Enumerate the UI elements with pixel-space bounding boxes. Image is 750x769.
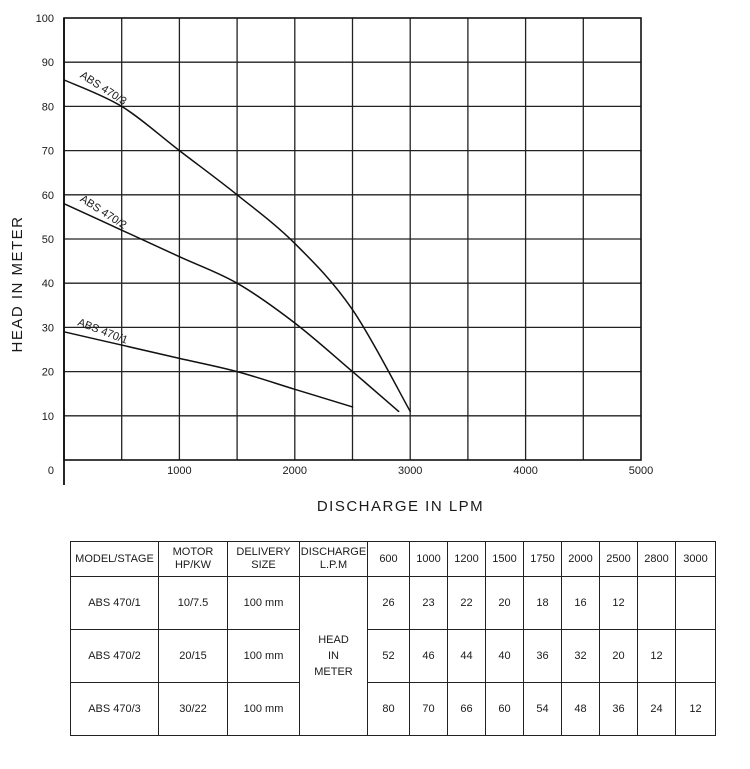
table-row: ABS 470/3 30/22 100 mm 80 70 66 60 54 48… (70, 682, 716, 736)
header-model: MODEL/STAGE (70, 541, 159, 577)
series-line (63, 202, 400, 412)
head-in-meter-label: HEAD IN METER (299, 576, 368, 736)
table-header-row: MODEL/STAGE MOTOR HP/KW DELIVERY SIZE DI… (70, 541, 716, 577)
x-tick-label: 2000 (283, 465, 307, 477)
table-row: ABS 470/2 20/15 100 mm 52 46 44 40 36 32… (70, 629, 716, 683)
cell-head: 26 (367, 576, 410, 630)
data-point (294, 242, 296, 245)
cell-head: 12 (599, 576, 638, 630)
header-lpm-2800: 2800 (637, 541, 676, 577)
cell-head: 44 (447, 629, 486, 683)
y-tick-label: 100 (36, 13, 54, 25)
cell-head: 70 (409, 682, 448, 736)
cell-head: 60 (485, 682, 524, 736)
performance-chart: 0 10 20 30 40 50 60 70 80 90 100 1000 2000 3000 4000 50… (9, 13, 653, 515)
y-tick-label: 0 (48, 465, 54, 477)
data-point (178, 357, 181, 360)
table-row: ABS 470/1 10/7.5 100 mm HEAD IN METER 26… (70, 576, 716, 736)
cell-head: 20 (599, 629, 638, 683)
data-point (294, 388, 296, 391)
cell-model: ABS 470/2 (70, 629, 159, 683)
cell-head: 36 (599, 682, 638, 736)
header-delivery: DELIVERY SIZE (227, 541, 300, 577)
series-line (63, 331, 353, 408)
data-point (351, 406, 354, 408)
data-point (120, 229, 123, 231)
x-tick-label: 1000 (167, 465, 191, 477)
data-point (63, 79, 65, 81)
cell-motor: 20/15 (158, 629, 228, 683)
data-point (178, 255, 181, 258)
y-tick-label: 70 (42, 146, 54, 158)
header-lpm-1000: 1000 (409, 541, 448, 577)
data-point (236, 194, 238, 196)
header-motor: MOTOR HP/KW (158, 541, 228, 577)
header-lpm-600: 600 (367, 541, 410, 577)
cell-delivery: 100 mm (227, 682, 300, 736)
cell-head: 46 (409, 629, 448, 683)
cell-model: ABS 470/3 (70, 682, 159, 736)
header-lpm-1750: 1750 (523, 541, 562, 577)
cell-head: 32 (561, 629, 600, 683)
cell-head: 66 (447, 682, 486, 736)
cell-head: 54 (523, 682, 562, 736)
cell-head: 24 (637, 682, 676, 736)
cell-head: 12 (675, 682, 716, 736)
data-point (397, 410, 400, 413)
y-tick-label: 80 (42, 101, 54, 113)
cell-head: 40 (485, 629, 524, 683)
chart-svg: 0 10 20 30 40 50 60 70 80 90 100 1000 2000 3000 4000 50… (9, 13, 653, 515)
cell-delivery: 100 mm (227, 576, 300, 630)
cell-head (675, 629, 716, 683)
cell-delivery: 100 mm (227, 629, 300, 683)
data-point (236, 370, 238, 373)
header-lpm-2500: 2500 (599, 541, 638, 577)
cell-head (637, 576, 676, 630)
cell-head: 22 (447, 576, 486, 630)
data-point (351, 308, 354, 311)
cell-head: 18 (523, 576, 562, 630)
header-lpm-3000: 3000 (675, 541, 716, 577)
x-tick-label: 5000 (629, 465, 653, 477)
x-tick-label: 3000 (398, 465, 422, 477)
cell-model: ABS 470/1 (70, 576, 159, 630)
series-line (63, 79, 411, 412)
data-point (294, 322, 296, 324)
performance-table: MODEL/STAGE MOTOR HP/KW DELIVERY SIZE DI… (70, 541, 716, 736)
header-lpm-1200: 1200 (447, 541, 486, 577)
y-tick-label: 20 (42, 367, 54, 379)
data-point (236, 282, 238, 285)
header-lpm-2000: 2000 (561, 541, 600, 577)
cell-head: 12 (637, 629, 676, 683)
y-tick-label: 50 (42, 234, 54, 246)
y-tick-label: 60 (42, 190, 54, 202)
cell-head: 20 (485, 576, 524, 630)
cell-head: 23 (409, 576, 448, 630)
y-tick-label: 40 (42, 278, 54, 290)
cell-head: 52 (367, 629, 410, 683)
cell-motor: 10/7.5 (158, 576, 228, 630)
y-tick-label: 30 (42, 322, 54, 334)
x-axis-title: DISCHARGE IN LPM (317, 498, 484, 515)
y-tick-label: 10 (42, 411, 54, 423)
data-point (120, 344, 123, 346)
data-point (178, 149, 181, 152)
data-point (409, 410, 412, 413)
series-label: ABS 470/2 (78, 193, 129, 232)
cell-head: 36 (523, 629, 562, 683)
cell-head: 80 (367, 682, 410, 736)
data-point (63, 202, 65, 205)
data-point (120, 105, 123, 108)
cell-motor: 30/22 (158, 682, 228, 736)
data-point (63, 331, 65, 333)
cell-head (675, 576, 716, 630)
x-tick-label: 4000 (513, 465, 537, 477)
y-tick-label: 90 (42, 57, 54, 69)
cell-head: 16 (561, 576, 600, 630)
data-point (351, 370, 354, 373)
y-axis-title: HEAD IN METER (9, 215, 26, 352)
header-lpm-1500: 1500 (485, 541, 524, 577)
header-discharge: DISCHARGE L.P.M (299, 541, 368, 577)
cell-head: 48 (561, 682, 600, 736)
